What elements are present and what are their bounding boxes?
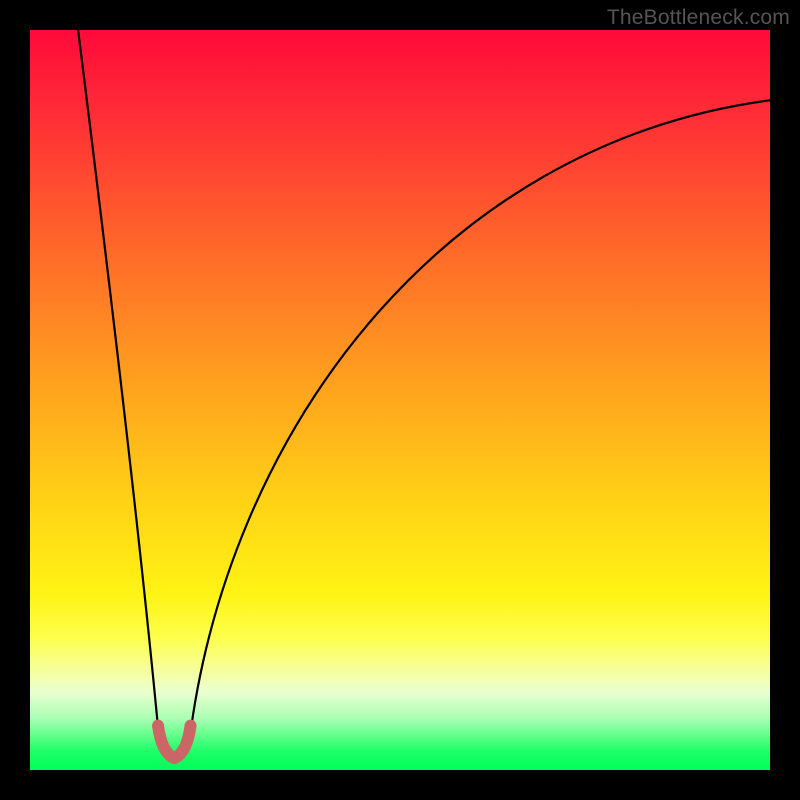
plot-area <box>30 30 770 770</box>
chart-frame: TheBottleneck.com <box>0 0 800 800</box>
gradient-curve-plot <box>30 30 770 770</box>
watermark-text: TheBottleneck.com <box>607 6 790 30</box>
gradient-background <box>30 30 770 770</box>
